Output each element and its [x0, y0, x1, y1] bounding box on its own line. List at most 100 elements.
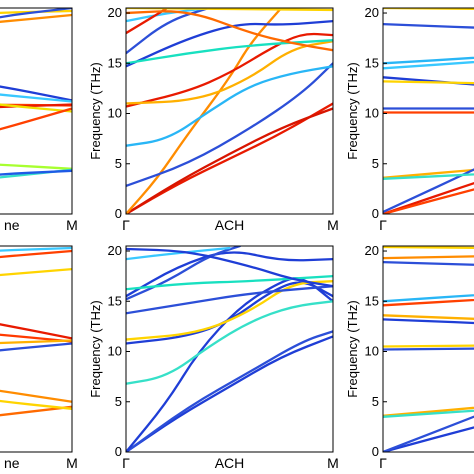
y-tick-label: 5 [115, 156, 122, 171]
phonon-band-top-middle-10 [126, 39, 333, 65]
phonon-band-bottom-middle-2 [126, 330, 333, 452]
phonon-band-top-middle-7 [126, 40, 333, 105]
x-axis-label: ACH [215, 455, 245, 471]
phonon-band-bottom-right-13 [383, 246, 474, 250]
phonon-band-bottom-left-9 [0, 405, 72, 417]
phonon-band-top-left-8 [0, 103, 72, 113]
bands-top-middle [126, 8, 333, 214]
phonon-band-bottom-middle-7 [126, 285, 333, 315]
x-tick-label: Γ [379, 217, 387, 233]
phonon-band-top-middle-3 [126, 8, 283, 214]
phonon-band-top-right-11 [383, 56, 474, 65]
phonon-band-bottom-right-9 [383, 298, 474, 307]
x-tick-label: Γ [379, 455, 387, 471]
x-tick-label: M [66, 217, 78, 233]
axes-frame-top-left [0, 7, 73, 215]
y-tick-label: 0 [372, 444, 379, 459]
phonon-band-top-middle-13 [126, 10, 333, 52]
x-axis-label: ACH [215, 217, 245, 233]
phonon-band-top-right-2 [383, 188, 474, 214]
y-tick-label: 15 [108, 55, 122, 70]
axes-frame-top-middle [125, 7, 334, 215]
y-tick-label: 15 [365, 293, 379, 308]
phonon-band-bottom-left-7 [0, 342, 72, 352]
phonon-band-bottom-middle-4 [126, 300, 333, 385]
phonon-band-bottom-right-11 [383, 260, 474, 266]
phonon-band-bottom-right-10 [383, 294, 474, 303]
phonon-band-bottom-left-3 [0, 267, 72, 277]
phonon-band-top-left-2 [0, 13, 72, 23]
phonon-band-top-right-8 [383, 76, 474, 86]
phonon-band-top-right-3 [383, 168, 474, 179]
phonon-band-top-left-12 [0, 169, 72, 176]
x-tick-label: M [327, 455, 339, 471]
phonon-band-top-right-5 [383, 173, 474, 180]
y-tick-label: 0 [115, 444, 122, 459]
phonon-band-bottom-right-4 [383, 409, 474, 418]
phonon-band-top-middle-9 [126, 8, 210, 55]
phonon-band-top-right-12 [383, 22, 474, 29]
phonon-band-bottom-middle-10 [126, 274, 333, 291]
phonon-band-bottom-middle-1 [126, 335, 333, 452]
phonon-band-top-left-3 [0, 8, 72, 19]
phonon-band-top-left-9 [0, 107, 72, 131]
phonon-band-bottom-right-8 [383, 314, 474, 320]
phonon-band-bottom-left-8 [0, 389, 72, 403]
axes-frame-bottom-middle [125, 245, 334, 453]
phonon-band-bottom-right-1 [383, 426, 474, 452]
y-tick-label: 5 [115, 394, 122, 409]
y-tick-label: 15 [108, 293, 122, 308]
y-axis-label: Frequency (THz) [88, 62, 103, 160]
phonon-band-top-right-1 [383, 181, 474, 214]
bands-bottom-middle [126, 246, 333, 452]
phonon-band-bottom-right-7 [383, 318, 474, 325]
y-axis-label: Frequency (THz) [345, 62, 360, 160]
phonon-band-bottom-right-5 [383, 344, 474, 348]
phonon-band-top-right-9 [383, 80, 474, 85]
phonon-band-bottom-right-6 [383, 347, 474, 351]
y-tick-label: 20 [108, 5, 122, 20]
y-tick-label: 5 [372, 394, 379, 409]
y-tick-label: 20 [365, 5, 379, 20]
phonon-band-top-middle-2 [126, 107, 333, 214]
phonon-band-bottom-middle-11 [126, 246, 231, 261]
panel-bottom-right: 0 5 10 15 20 Γ Frequency (THz) [345, 243, 474, 471]
phonon-band-top-left-4 [0, 85, 72, 102]
phonon-band-top-left-11 [0, 168, 72, 179]
phonon-band-top-left-1 [0, 9, 72, 14]
phonon-band-top-right-4 [383, 168, 474, 214]
panel-top-right: 0 5 10 15 20 Γ Frequency (THz) [345, 5, 474, 233]
phonon-band-bottom-left-6 [0, 339, 72, 345]
phonon-band-top-left-5 [0, 93, 72, 103]
y-axis-label: Frequency (THz) [345, 300, 360, 398]
y-tick-label: 5 [372, 156, 379, 171]
phonon-band-bottom-left-5 [0, 333, 72, 343]
panel-top-left: Mne [0, 7, 78, 233]
y-tick-label: 0 [372, 206, 379, 221]
phonon-band-bottom-left-10 [0, 399, 72, 410]
panel-top-middle: 0 5 10 15 20 Γ M ACH Frequency (THz) [88, 5, 339, 233]
x-axis-label: ne [4, 455, 20, 471]
y-tick-label: 10 [108, 344, 122, 359]
bands-bottom-right [383, 246, 474, 452]
phonon-band-bottom-right-12 [383, 255, 474, 260]
phonon-band-bottom-left-2 [0, 249, 72, 259]
phonon-band-bottom-left-1 [0, 246, 72, 252]
y-tick-label: 10 [108, 106, 122, 121]
x-tick-label: M [327, 217, 339, 233]
phonon-band-top-middle-4 [126, 62, 333, 188]
x-tick-label: Γ [122, 217, 130, 233]
phonon-band-top-middle-5 [126, 65, 333, 147]
y-axis-label: Frequency (THz) [88, 300, 103, 398]
bands-top-left [0, 8, 72, 179]
x-tick-label: Γ [122, 455, 130, 471]
phonon-band-top-middle-6 [126, 32, 333, 108]
bands-top-right [383, 8, 474, 214]
phonon-band-top-middle-8 [126, 19, 333, 68]
x-axis-label: ne [4, 217, 20, 233]
bands-bottom-left [0, 246, 72, 417]
phonon-band-bottom-right-2 [383, 415, 474, 452]
axes-frame-top-right [382, 7, 474, 215]
axes-frame-bottom-left [0, 245, 73, 453]
